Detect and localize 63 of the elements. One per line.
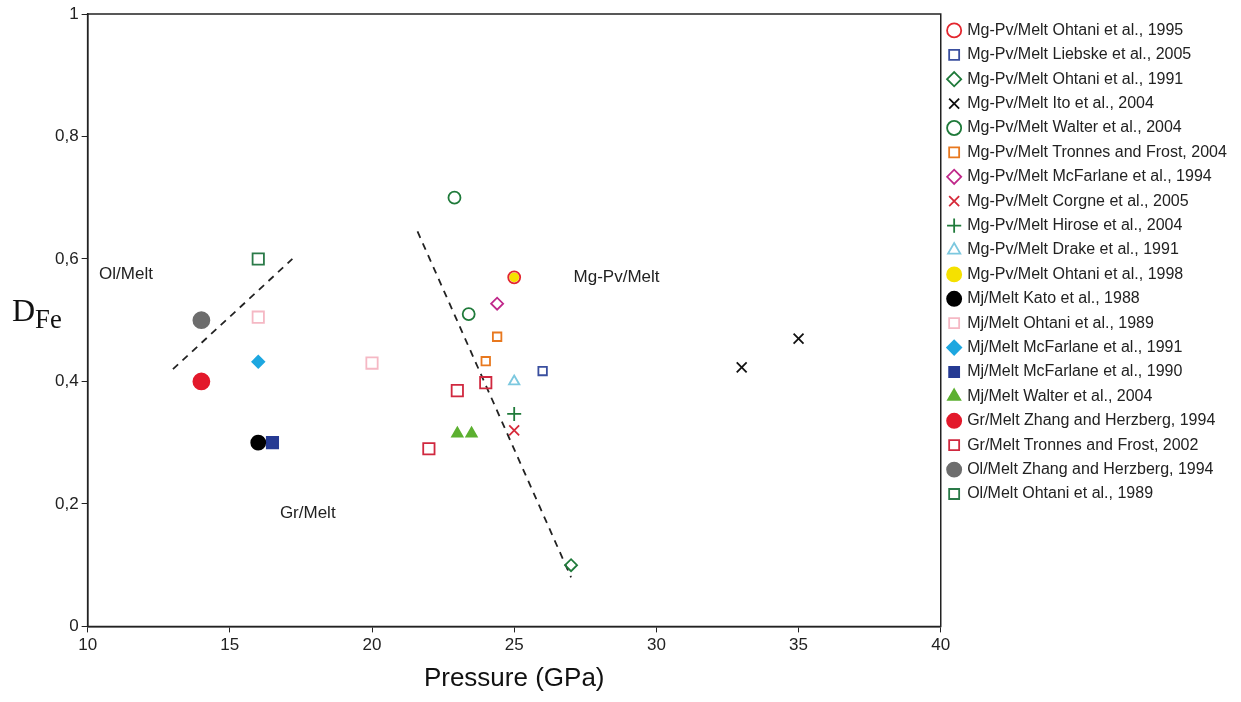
- point: [265, 436, 280, 450]
- point: [451, 426, 464, 438]
- legend-label: Mg-Pv/Melt Ohtani et al., 1998: [967, 264, 1184, 282]
- point: [480, 356, 491, 367]
- point: [491, 331, 503, 342]
- x-tick-label: 35: [789, 635, 809, 655]
- point: [564, 558, 578, 573]
- y-tick-label: 0,6: [54, 248, 79, 268]
- legend-label: Mg-Pv/Melt Drake et al., 1991: [967, 240, 1179, 258]
- legend-label: Mg-Pv/Melt Ito et al., 2004: [967, 94, 1154, 112]
- point: [490, 296, 505, 311]
- legend-label: Mj/Melt McFarlane et al., 1991: [967, 338, 1183, 356]
- x-tick-label: 30: [646, 635, 666, 655]
- point: [792, 332, 805, 345]
- legend-label: Ol/Melt Zhang and Herzberg, 1994: [967, 460, 1214, 478]
- point: [251, 310, 265, 324]
- x-tick-label: 40: [931, 635, 951, 655]
- legend-label: Mg-Pv/Melt Tronnes and Frost, 2004: [967, 142, 1227, 160]
- annotation: Mg-Pv/Melt: [573, 267, 660, 287]
- legend-label: Mj/Melt Walter et al., 2004: [967, 386, 1153, 404]
- point: [506, 406, 523, 422]
- point: [465, 426, 478, 438]
- y-tick-label: 0,4: [54, 371, 79, 391]
- point: [365, 356, 379, 370]
- point: [422, 442, 436, 456]
- point: [447, 190, 462, 205]
- legend-label: Mj/Melt McFarlane et al., 1990: [967, 362, 1183, 380]
- point: [735, 361, 748, 374]
- x-tick-label: 10: [78, 635, 98, 655]
- legend-label: Mj/Melt Kato et al., 1988: [967, 289, 1140, 307]
- legend-label: Mg-Pv/Melt Liebske et al., 2005: [967, 45, 1192, 63]
- y-tick-label: 0,2: [54, 493, 79, 513]
- y-tick-label: 0,8: [54, 126, 79, 146]
- point: [251, 252, 265, 266]
- legend-label: Mg-Pv/Melt Corgne et al., 2005: [967, 191, 1189, 209]
- point: [508, 374, 521, 386]
- legend-label: Mg-Pv/Melt McFarlane et al., 1994: [967, 167, 1212, 185]
- x-tick-label: 25: [504, 635, 524, 655]
- legend-label: Mg-Pv/Melt Hirose et al., 2004: [967, 216, 1183, 234]
- legend-label: Gr/Melt Zhang and Herzberg, 1994: [967, 411, 1216, 429]
- x-tick-label: 20: [362, 635, 382, 655]
- y-axis-title: D$_{Fe}$: [12, 292, 62, 336]
- legend-label: Mg-Pv/Melt Ohtani et al., 1991: [967, 69, 1184, 87]
- point: [251, 354, 266, 369]
- x-axis-title: Pressure (GPa): [423, 661, 605, 692]
- annotation: Gr/Melt: [279, 502, 336, 522]
- legend-label: Ol/Melt Ohtani et al., 1989: [967, 484, 1154, 502]
- legend-label: Mg-Pv/Melt Walter et al., 2004: [967, 118, 1182, 136]
- legend-label: Mg-Pv/Melt Ohtani et al., 1995: [967, 20, 1184, 38]
- point: [537, 365, 548, 377]
- point: [250, 434, 267, 451]
- point: [479, 376, 493, 390]
- legend-label: Gr/Melt Tronnes and Frost, 2002: [967, 435, 1199, 453]
- y-tick-label: 1: [69, 3, 79, 23]
- point: [450, 384, 464, 398]
- point: [508, 424, 521, 437]
- x-tick-label: 15: [220, 635, 240, 655]
- legend-label: Mj/Melt Ohtani et al., 1989: [967, 313, 1155, 331]
- point: [192, 372, 211, 391]
- annotation: Ol/Melt: [99, 263, 154, 283]
- point: [461, 307, 476, 321]
- point: [192, 311, 211, 330]
- y-tick-label: 0: [69, 616, 79, 636]
